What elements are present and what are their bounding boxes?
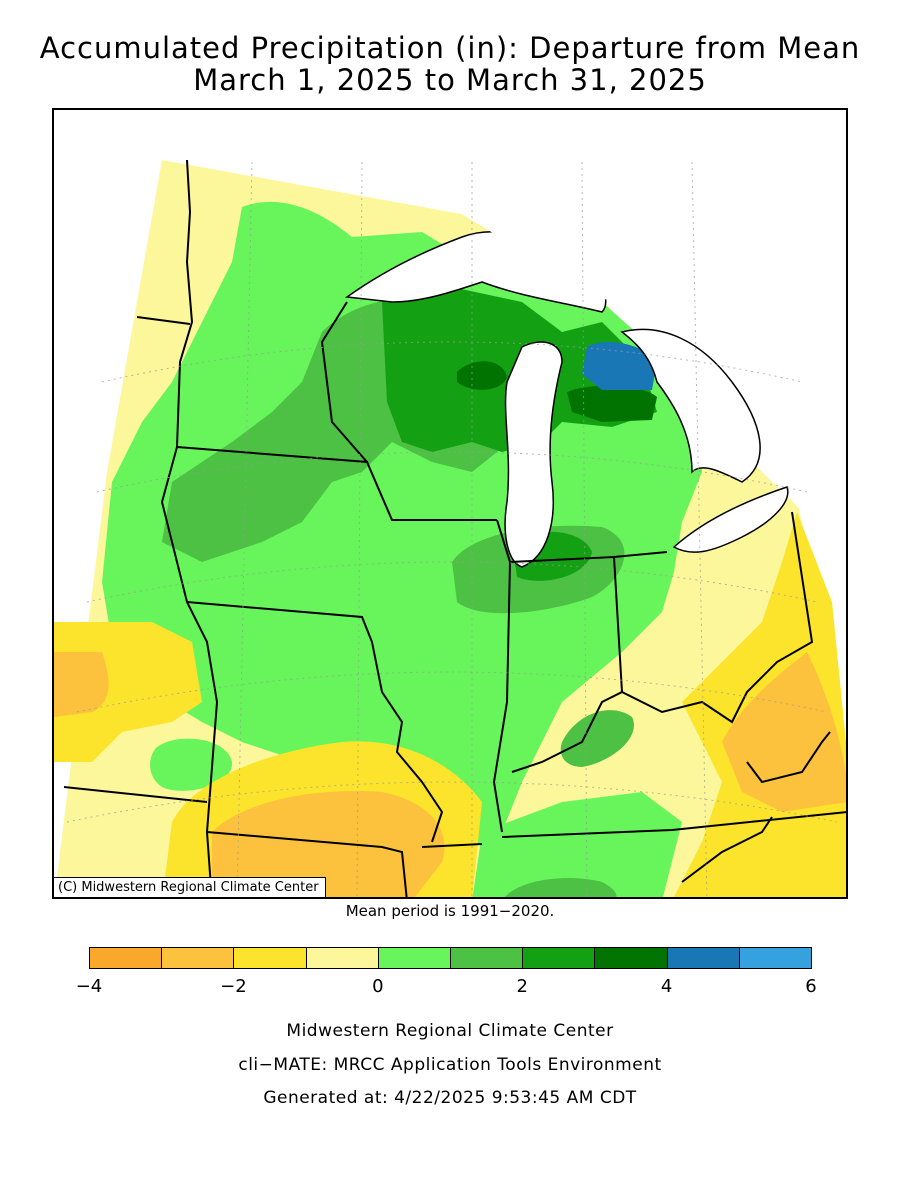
- legend-swatch: [89, 947, 163, 969]
- precip-zone-3-to-4-michigan: [567, 385, 657, 422]
- legend-swatch: [377, 947, 451, 969]
- legend-swatch: [738, 947, 812, 969]
- legend-swatch: [305, 947, 379, 969]
- precip-zone-4-to-5: [582, 342, 657, 390]
- legend-swatch: [450, 947, 524, 969]
- state-boundaries: [63, 159, 846, 897]
- precip-zone-1-to-2-tenn: [504, 878, 617, 897]
- legend-tick-label: 2: [516, 976, 528, 997]
- precip-zone-1-to-2-kentucky: [560, 710, 634, 767]
- legend-swatch: [161, 947, 235, 969]
- footer-tool: cli−MATE: MRCC Application Tools Environ…: [238, 1055, 662, 1075]
- canada-area: [162, 110, 846, 508]
- lat-lon-grid: [66, 161, 838, 897]
- legend-swatch: [233, 947, 307, 969]
- map-copyright: (C) Midwestern Regional Climate Center: [54, 877, 326, 897]
- legend-tick-label: −4: [75, 976, 103, 997]
- legend-tick-label: 4: [660, 976, 673, 997]
- map-canvas: [54, 110, 846, 897]
- legend-swatch: [522, 947, 596, 969]
- legend-swatch: [594, 947, 668, 969]
- legend-tick-label: −2: [220, 976, 247, 997]
- legend-swatch: [666, 947, 740, 969]
- precip-zone-neg2-to-neg3-east: [722, 652, 846, 812]
- lake-huron: [620, 328, 761, 483]
- precip-zone-neg2-to-neg3-west: [54, 652, 109, 717]
- precip-zone-neg2-to-neg3-south: [212, 791, 445, 897]
- footer-timestamp: Generated at: 4/22/2025 9:53:45 AM CDT: [263, 1088, 637, 1108]
- mean-period-note: Mean period is 1991−2020.: [345, 902, 555, 920]
- map-title: Accumulated Precipitation (in): Departur…: [39, 31, 861, 65]
- map-date-range: March 1, 2025 to March 31, 2025: [193, 63, 707, 97]
- legend-tick-label: 0: [372, 976, 384, 997]
- footer-org: Midwestern Regional Climate Center: [286, 1021, 614, 1041]
- precip-zone-3-to-4: [457, 361, 507, 390]
- precip-zone-0-to-1-south: [472, 792, 682, 897]
- legend-tick-label: 6: [805, 976, 817, 997]
- color-legend: [89, 947, 812, 969]
- lake-erie: [672, 486, 789, 553]
- precipitation-departure-map: (C) Midwestern Regional Climate Center: [52, 108, 848, 899]
